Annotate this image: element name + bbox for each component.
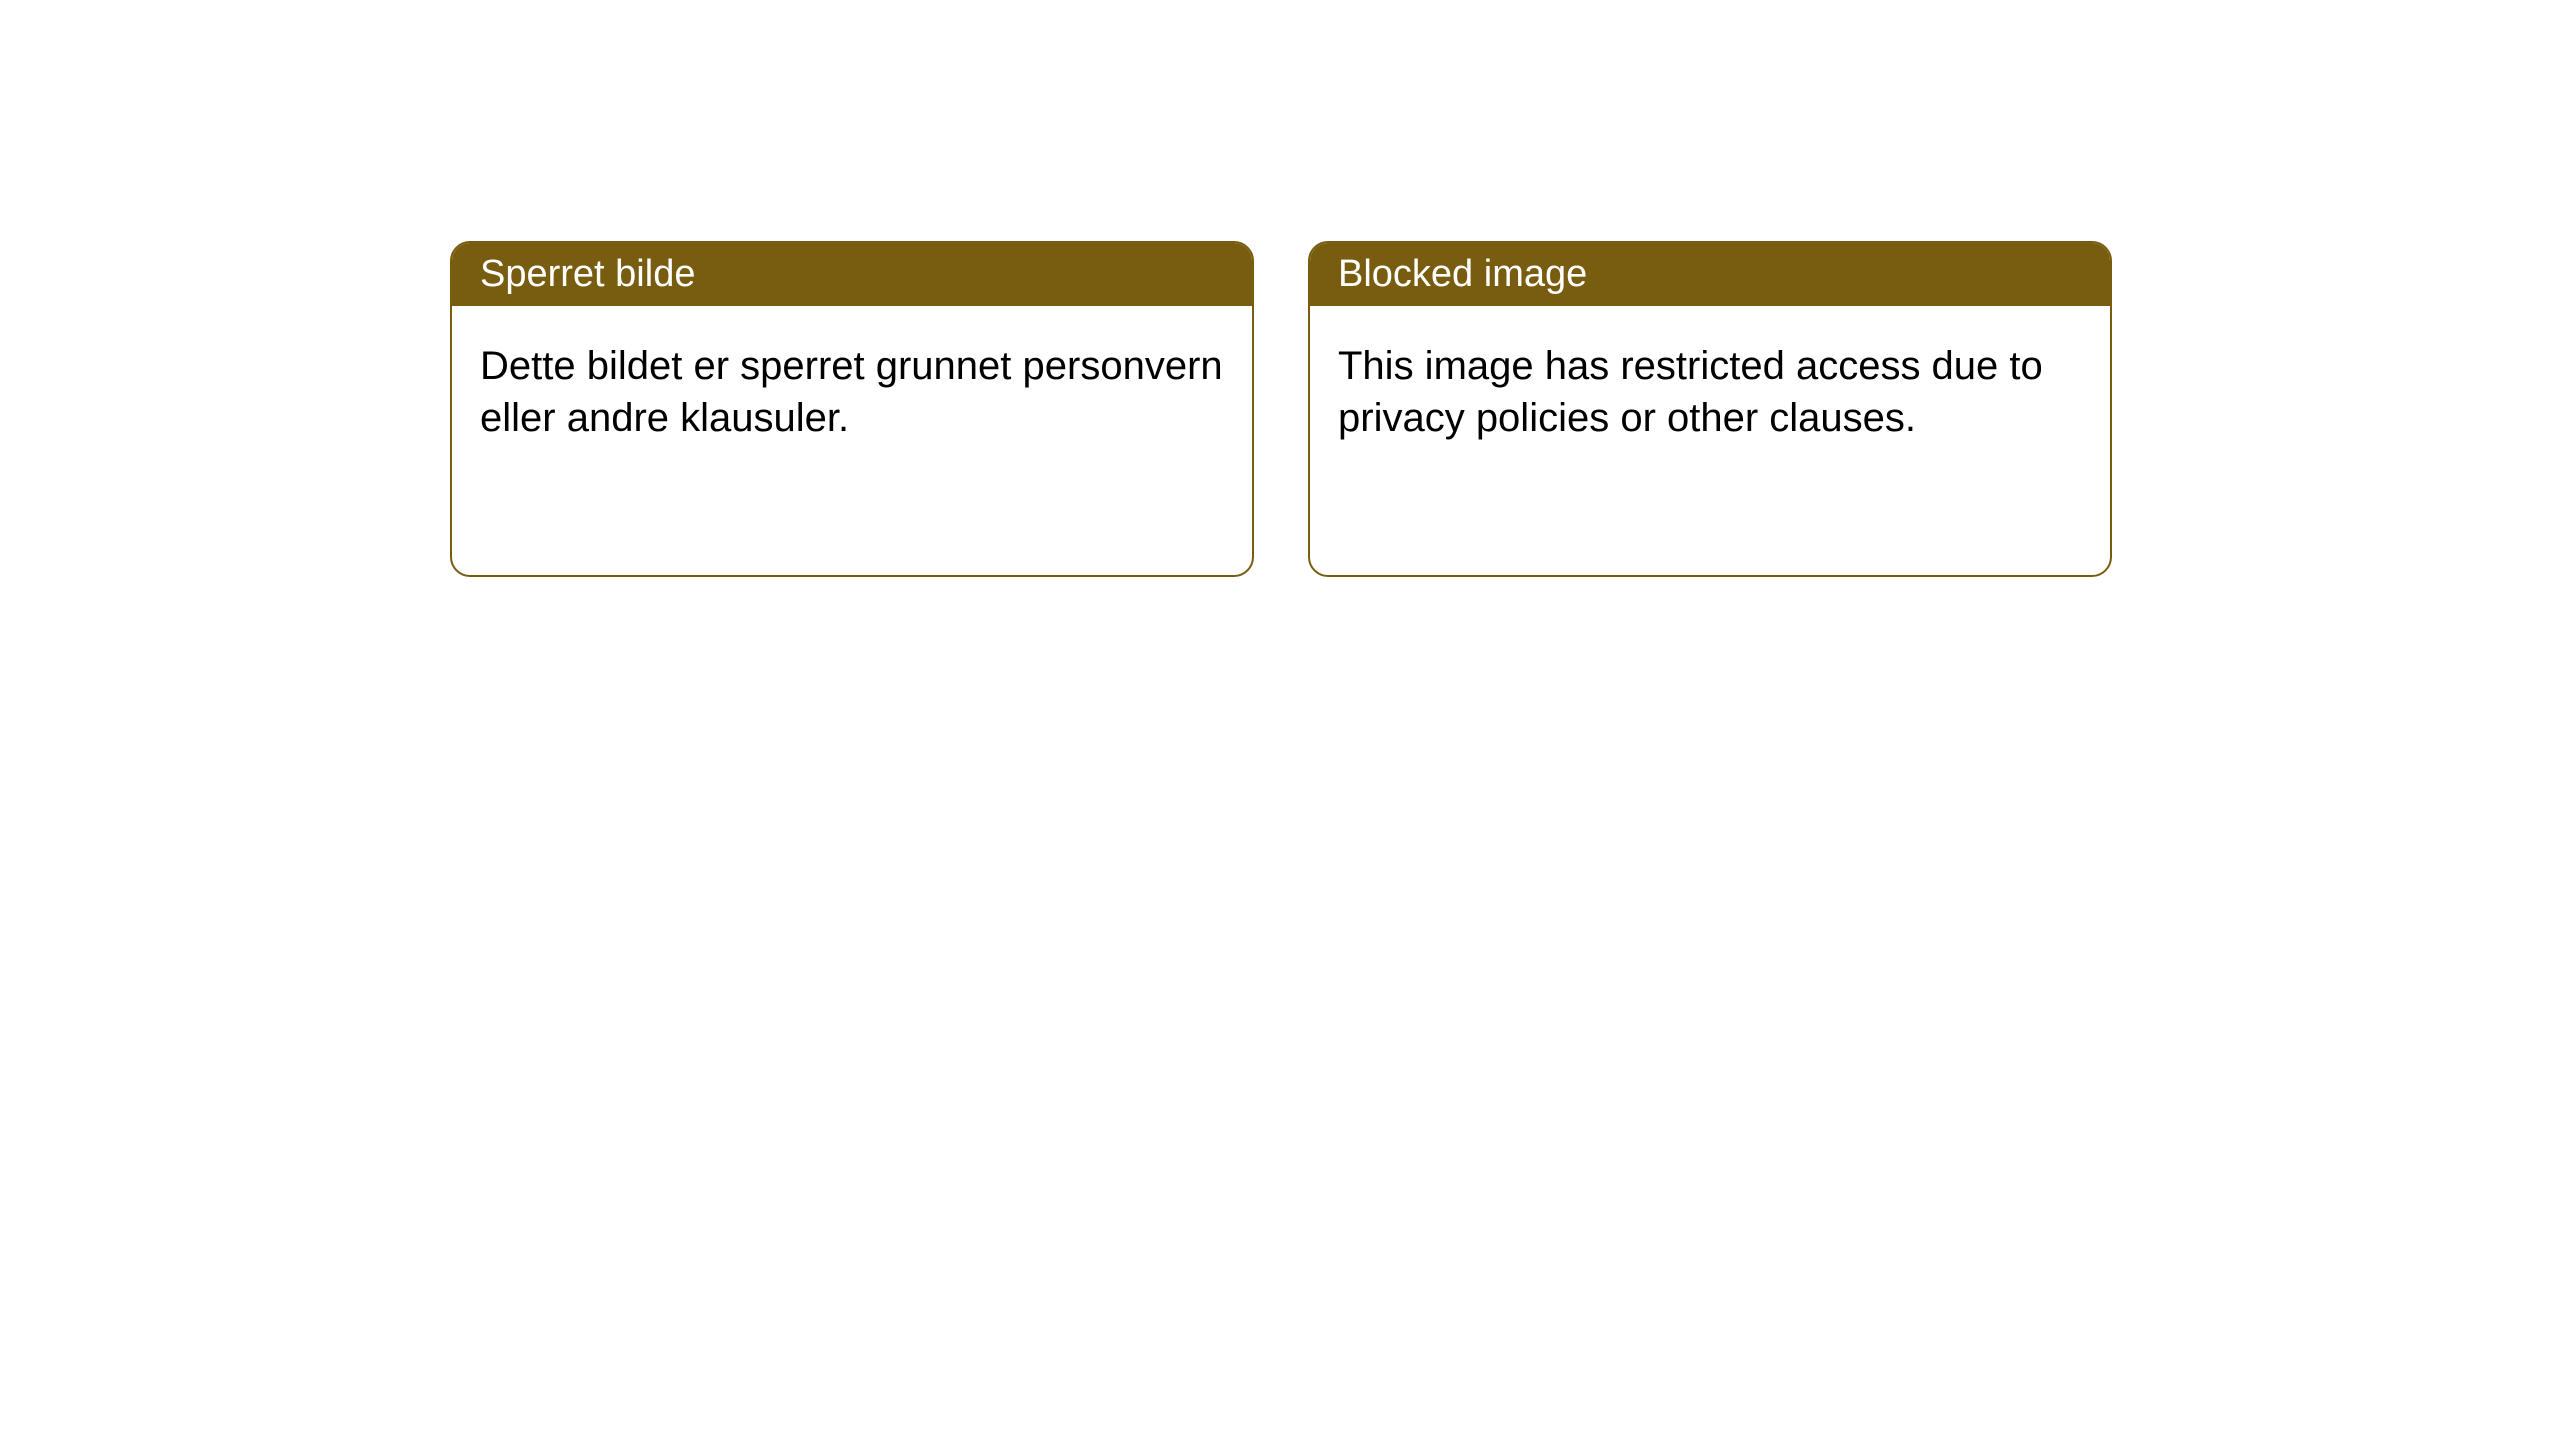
card-header: Blocked image xyxy=(1310,243,2110,306)
card-body-text: This image has restricted access due to … xyxy=(1338,344,2043,440)
card-body: Dette bildet er sperret grunnet personve… xyxy=(452,306,1252,478)
blocked-image-card-no: Sperret bilde Dette bildet er sperret gr… xyxy=(450,241,1254,577)
card-body-text: Dette bildet er sperret grunnet personve… xyxy=(480,344,1223,440)
card-title: Sperret bilde xyxy=(480,253,695,295)
blocked-image-card-en: Blocked image This image has restricted … xyxy=(1308,241,2112,577)
cards-container: Sperret bilde Dette bildet er sperret gr… xyxy=(0,0,2560,577)
card-header: Sperret bilde xyxy=(452,243,1252,306)
card-title: Blocked image xyxy=(1338,253,1587,295)
card-body: This image has restricted access due to … xyxy=(1310,306,2110,478)
